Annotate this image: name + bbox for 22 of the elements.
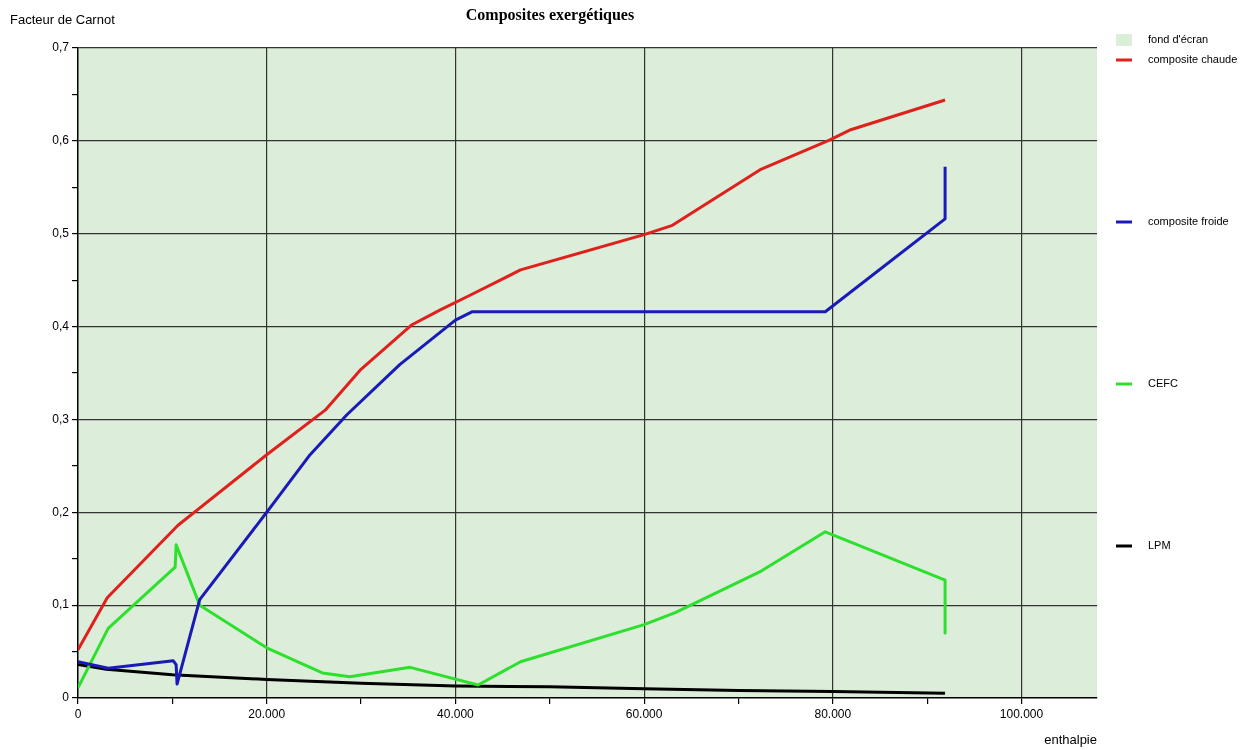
legend-label: composite froide [1148, 215, 1229, 228]
legend-label: CEFC [1148, 377, 1178, 390]
x-tick-label: 40.000 [437, 706, 475, 721]
y-tick-label: 0 [62, 690, 70, 705]
legend-label: fond d'écran [1148, 33, 1209, 46]
y-tick-label: 0,4 [52, 318, 70, 333]
x-tick-label: 20.000 [248, 706, 286, 721]
legend-label: LPM [1148, 539, 1171, 552]
y-tick-label: 0,5 [52, 226, 70, 241]
x-tick-label: 60.000 [625, 706, 663, 721]
chart-title: Composites exergétiques [465, 6, 635, 23]
x-tick-label: 80.000 [814, 706, 852, 721]
legend-label: composite chaude [1148, 53, 1238, 66]
y-tick-label: 0,7 [52, 40, 70, 55]
x-tick-label: 0 [74, 706, 82, 721]
y-tick-label: 0,3 [52, 411, 70, 426]
x-axis-title: enthalpie [1044, 732, 1097, 747]
y-axis-title: Facteur de Carnot [10, 12, 115, 27]
x-tick-label: 100.000 [999, 706, 1044, 721]
y-tick-label: 0,2 [52, 504, 70, 519]
y-tick-label: 0,1 [52, 597, 70, 612]
y-tick-label: 0,6 [52, 133, 70, 148]
